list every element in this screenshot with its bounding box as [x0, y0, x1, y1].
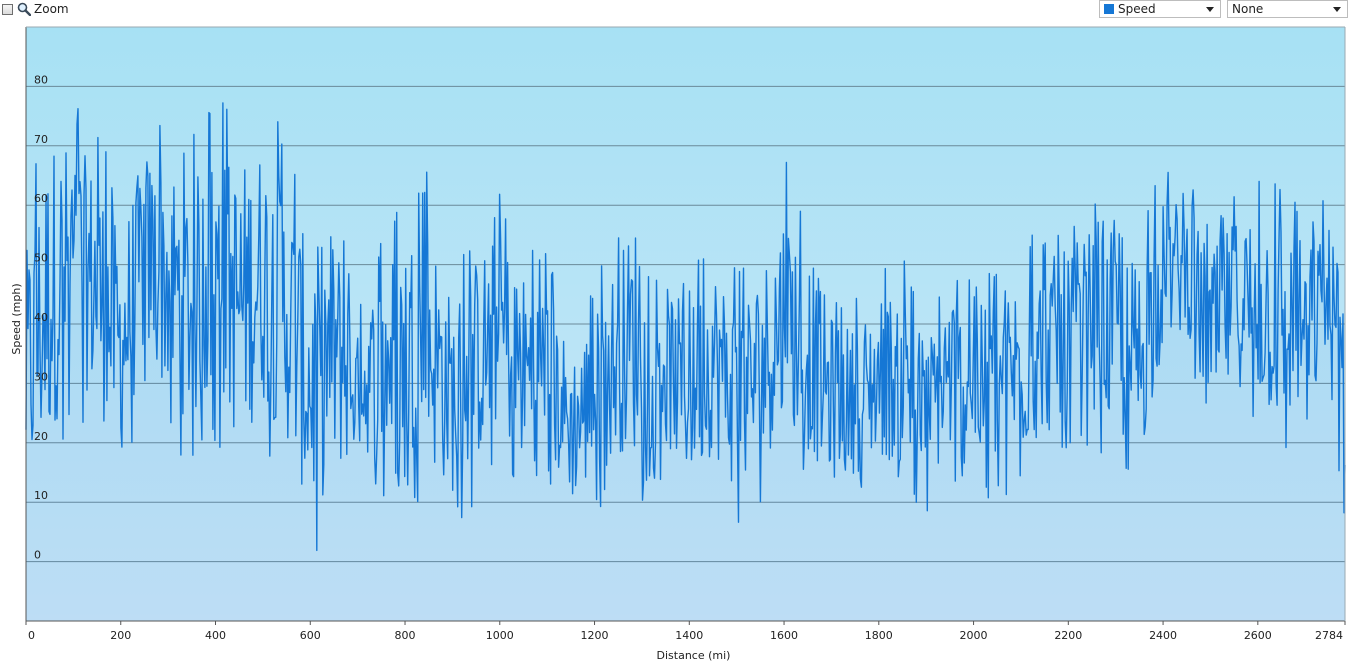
axes [25, 26, 1346, 625]
chevron-down-icon [1206, 6, 1214, 12]
y-tick-label: 70 [34, 133, 48, 146]
x-tick-label: 2400 [1149, 629, 1177, 642]
zoom-checkbox[interactable] [2, 3, 13, 15]
compare-select-value: None [1232, 2, 1264, 16]
y-tick-label: 20 [34, 430, 48, 443]
x-tick-label: 200 [110, 629, 131, 642]
x-tick-label: 1400 [675, 629, 703, 642]
x-tick-label: 800 [395, 629, 416, 642]
y-tick-label: 30 [34, 370, 48, 383]
speed-series-area [26, 103, 1345, 621]
compare-select[interactable]: None [1227, 0, 1348, 18]
x-tick-label: 400 [205, 629, 226, 642]
x-tick-label: 1200 [581, 629, 609, 642]
x-tick-label: 0 [28, 629, 35, 642]
y-tick-label: 60 [34, 192, 48, 205]
y-axis-title: Speed (mph) [10, 283, 23, 354]
toolbar-left: Zoom [2, 1, 69, 17]
x-axis-title: Distance (mi) [657, 649, 731, 662]
x-tick-label: 2600 [1244, 629, 1272, 642]
y-tick-label: 80 [34, 73, 48, 86]
speed-series-line [25, 102, 1346, 552]
y-tick-label: 10 [34, 489, 48, 502]
metric-select-value: Speed [1118, 2, 1156, 16]
x-tick-label: 2000 [960, 629, 988, 642]
x-tick-label: 2200 [1054, 629, 1082, 642]
metric-select[interactable]: Speed [1099, 0, 1221, 18]
zoom-label[interactable]: Zoom [34, 2, 69, 16]
y-tick-label: 40 [34, 311, 48, 324]
metric-color-swatch [1104, 4, 1114, 14]
y-tick-label: 0 [34, 549, 41, 562]
x-tick-label: 2784 [1315, 629, 1343, 642]
x-tick-label: 1800 [865, 629, 893, 642]
x-tick-label: 1600 [770, 629, 798, 642]
series-layer [25, 102, 1346, 621]
x-tick-label: 600 [300, 629, 321, 642]
chevron-down-icon [1333, 6, 1341, 12]
magnifier-icon [17, 2, 31, 16]
x-tick-label: 1000 [486, 629, 514, 642]
y-tick-label: 50 [34, 252, 48, 265]
